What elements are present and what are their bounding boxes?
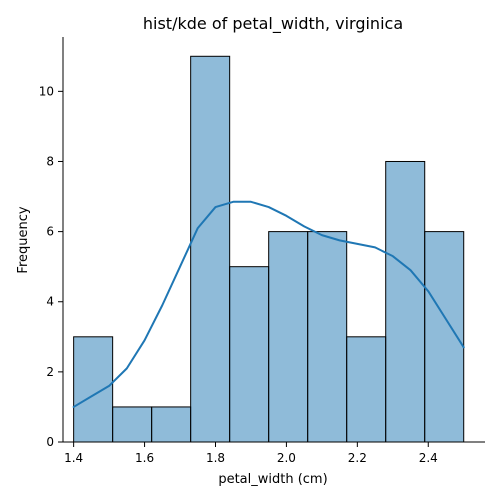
- x-tick-label: 2.4: [419, 451, 438, 465]
- y-tick-label: 8: [46, 154, 54, 168]
- y-axis-label: Frequency: [16, 206, 31, 273]
- x-tick-label: 1.8: [206, 451, 225, 465]
- histogram-bar: [307, 231, 348, 443]
- chart-title: hist/kde of petal_width, virginica: [143, 14, 403, 34]
- histogram-bar: [346, 336, 387, 443]
- histogram-bar: [229, 266, 270, 443]
- y-tick-label: 2: [46, 365, 54, 379]
- y-tick-label: 0: [46, 435, 54, 449]
- histogram-bar: [190, 55, 231, 443]
- y-tick-label: 6: [46, 225, 54, 239]
- y-tick-label: 4: [46, 295, 54, 309]
- kde-curve: [72, 200, 465, 408]
- x-tick-label: 2.0: [277, 451, 296, 465]
- x-tick-label: 1.6: [135, 451, 154, 465]
- x-axis-ticks: 1.4 1.6 1.8 2.0 2.2 2.4: [64, 442, 438, 465]
- histogram-bar: [268, 231, 309, 443]
- y-tick-label: 10: [39, 84, 54, 98]
- x-axis-label: petal_width (cm): [218, 472, 327, 487]
- x-tick-label: 1.4: [64, 451, 83, 465]
- y-axis-ticks: 0 2 4 6 8 10: [39, 84, 63, 449]
- histogram-bar: [112, 406, 153, 443]
- histogram-bar: [385, 160, 426, 443]
- histogram-bar: [73, 336, 114, 443]
- histogram-bar: [151, 406, 192, 443]
- histogram-bars: [73, 55, 465, 443]
- x-tick-label: 2.2: [348, 451, 367, 465]
